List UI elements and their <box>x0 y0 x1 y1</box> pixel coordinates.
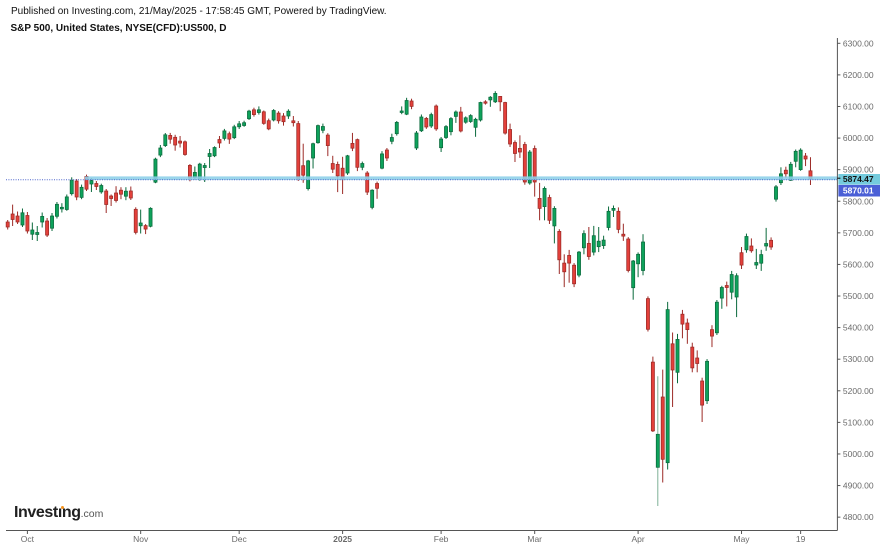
svg-text:5800.00: 5800.00 <box>843 196 874 206</box>
svg-text:5900.00: 5900.00 <box>843 165 874 175</box>
svg-text:Nov: Nov <box>133 534 149 544</box>
svg-text:5500.00: 5500.00 <box>843 291 874 301</box>
svg-text:2025: 2025 <box>333 534 352 544</box>
svg-text:5000.00: 5000.00 <box>843 449 874 459</box>
svg-text:Mar: Mar <box>527 534 542 544</box>
svg-text:5300.00: 5300.00 <box>843 354 874 364</box>
svg-text:Dec: Dec <box>232 534 248 544</box>
svg-text:5870.01: 5870.01 <box>843 186 874 196</box>
svg-text:6200.00: 6200.00 <box>843 70 874 80</box>
svg-text:19: 19 <box>796 534 806 544</box>
svg-text:5600.00: 5600.00 <box>843 259 874 269</box>
svg-text:5400.00: 5400.00 <box>843 323 874 333</box>
svg-text:May: May <box>733 534 750 544</box>
svg-text:Oct: Oct <box>21 534 35 544</box>
svg-text:5200.00: 5200.00 <box>843 386 874 396</box>
svg-text:4900.00: 4900.00 <box>843 481 874 491</box>
svg-text:4800.00: 4800.00 <box>843 512 874 522</box>
svg-text:6000.00: 6000.00 <box>843 133 874 143</box>
svg-text:6300.00: 6300.00 <box>843 38 874 48</box>
svg-text:Apr: Apr <box>631 534 644 544</box>
svg-text:6100.00: 6100.00 <box>843 101 874 111</box>
svg-text:5874.47: 5874.47 <box>843 174 874 184</box>
svg-text:5100.00: 5100.00 <box>843 417 874 427</box>
svg-text:5700.00: 5700.00 <box>843 228 874 238</box>
svg-text:Feb: Feb <box>434 534 449 544</box>
